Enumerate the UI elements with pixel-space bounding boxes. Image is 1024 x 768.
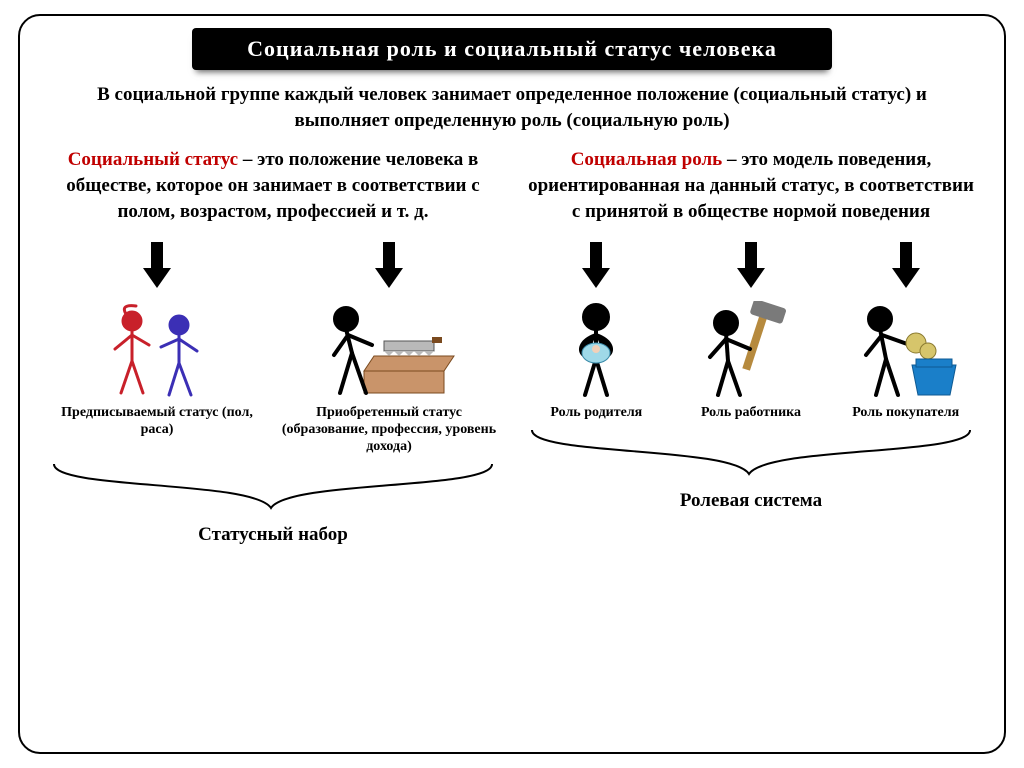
- worker-role-item: Роль работника: [677, 242, 826, 422]
- right-brace: Ролевая система: [522, 426, 980, 516]
- acquired-status-item: Приобретенный статус (образование, профе…: [276, 242, 502, 455]
- right-definition: Социальная роль – это модель поведения, …: [522, 147, 980, 224]
- arrow-down-icon: [373, 242, 405, 290]
- title-bar: Социальная роль и социальный статус чело…: [192, 28, 832, 70]
- buyer-figure: [831, 301, 980, 401]
- arrow-down-icon: [141, 242, 173, 290]
- parent-role-label: Роль родителя: [522, 405, 671, 422]
- acquired-status-label: Приобретенный статус (образование, профе…: [276, 405, 502, 455]
- arrow-down-icon: [580, 242, 612, 290]
- worker-role-label: Роль работника: [677, 405, 826, 422]
- arrow-down-icon: [890, 242, 922, 290]
- carpenter-figure: [276, 301, 502, 401]
- left-definition: Социальный статус – это положение челове…: [44, 147, 502, 224]
- intro-text: В социальной группе каждый человек заним…: [54, 82, 970, 133]
- curly-brace-icon: [44, 460, 502, 522]
- left-items: Предписываемый статус (пол, раса): [44, 242, 502, 455]
- left-summary: Статусный набор: [44, 524, 502, 546]
- left-brace: Статусный набор: [44, 460, 502, 550]
- buyer-role-label: Роль покупателя: [831, 405, 980, 422]
- parent-role-item: Роль родителя: [522, 242, 671, 422]
- right-summary: Ролевая система: [522, 490, 980, 512]
- right-column: Социальная роль – это модель поведения, …: [522, 147, 980, 549]
- left-column: Социальный статус – это положение челове…: [44, 147, 502, 549]
- two-columns: Социальный статус – это положение челове…: [44, 147, 980, 549]
- right-items: Роль родителя: [522, 242, 980, 422]
- diagram-frame: Социальная роль и социальный статус чело…: [18, 14, 1006, 754]
- left-term: Социальный статус: [68, 149, 238, 170]
- curly-brace-icon: [522, 426, 980, 488]
- buyer-role-item: Роль покупателя: [831, 242, 980, 422]
- parent-figure: [522, 301, 671, 401]
- two-people-figure: [44, 301, 270, 401]
- worker-figure: [677, 301, 826, 401]
- right-term: Социальная роль: [571, 149, 723, 170]
- prescribed-status-label: Предписываемый статус (пол, раса): [44, 405, 270, 439]
- prescribed-status-item: Предписываемый статус (пол, раса): [44, 242, 270, 455]
- arrow-down-icon: [735, 242, 767, 290]
